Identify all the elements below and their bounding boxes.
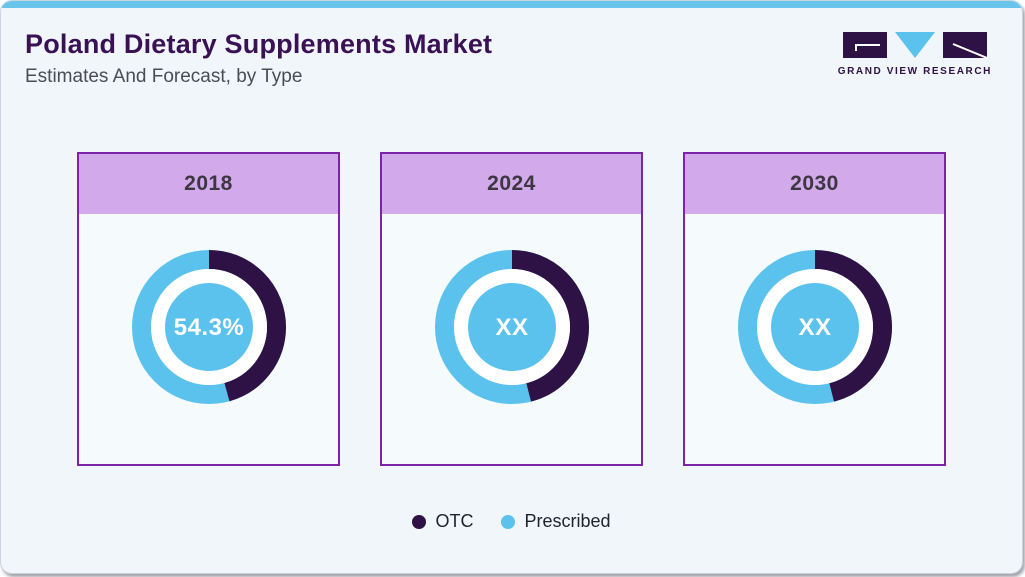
header: Poland Dietary Supplements Market Estima… <box>1 8 1022 88</box>
donut-chart-2024: XX <box>382 214 641 405</box>
year-card-2018: 2018 54.3% <box>77 152 340 466</box>
legend-item-prescribed: Prescribed <box>501 511 611 532</box>
logo-v-triangle <box>894 32 935 58</box>
donut-center-disc <box>467 283 556 371</box>
year-card-header: 2030 <box>685 154 944 214</box>
year-cards: 2018 54.3% 2024 XX <box>1 152 1022 466</box>
logo-r-block <box>942 32 987 58</box>
legend-label-prescribed: Prescribed <box>524 511 611 531</box>
donut-ring-otc <box>737 250 892 404</box>
prescribed-color-dot <box>501 514 516 529</box>
page-subtitle: Estimates And Forecast, by Type <box>25 65 303 87</box>
donut-center-disc <box>770 283 859 371</box>
title-block: Poland Dietary Supplements Market Estima… <box>25 29 493 88</box>
donut-svg: XX <box>434 250 589 404</box>
logo-caption: GRAND VIEW RESEARCH <box>837 66 992 77</box>
donut-svg: XX <box>737 250 892 404</box>
otc-color-dot <box>412 514 427 529</box>
page-title: Poland Dietary Supplements Market <box>25 29 493 59</box>
logo-r-mark <box>952 43 987 59</box>
donut-chart-2018: 54.3% <box>79 214 338 405</box>
donut-chart-2030: XX <box>685 214 944 405</box>
logo-g-mark <box>854 44 880 51</box>
year-card-2024: 2024 XX <box>380 152 643 466</box>
grand-view-research-logo: GRAND VIEW RESEARCH <box>838 32 992 77</box>
gvr-logo-icon <box>842 32 987 59</box>
donut-ring-otc <box>131 250 286 404</box>
legend-item-otc: OTC <box>412 511 473 532</box>
year-card-header: 2018 <box>79 154 338 214</box>
chart-legend: OTC Prescribed <box>1 511 1022 532</box>
donut-center-label: XX <box>798 314 831 341</box>
donut-center-disc <box>164 283 253 371</box>
donut-center-label: XX <box>495 314 528 341</box>
year-card-header: 2024 <box>382 154 641 214</box>
accent-topbar <box>1 1 1022 8</box>
donut-center-label: 54.3% <box>173 314 244 341</box>
legend-label-otc: OTC <box>435 511 474 531</box>
donut-ring-otc <box>434 250 589 404</box>
donut-svg: 54.3% <box>131 250 286 404</box>
year-card-2030: 2030 XX <box>683 152 946 466</box>
